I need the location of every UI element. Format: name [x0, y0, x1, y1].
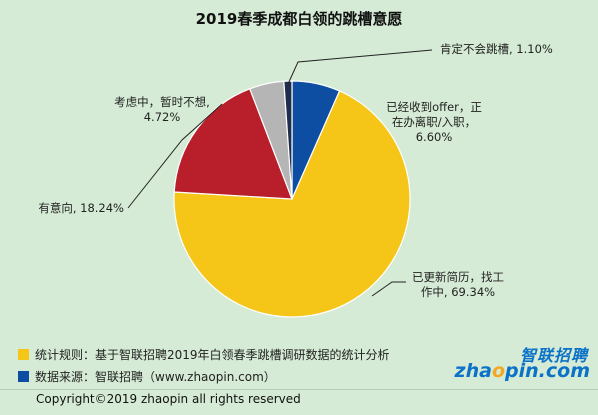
note-rule: 统计规则：基于智联招聘2019年白领春季跳槽调研数据的统计分析 [18, 343, 390, 365]
leader-never [287, 49, 433, 85]
note-source-text: 数据来源：智联招聘（www.zhaopin.com） [35, 369, 276, 384]
label-offer-line2: 在办离职/入职， [392, 115, 476, 129]
label-intent: 有意向, 18.24% [38, 201, 124, 215]
note-rule-text: 统计规则：基于智联招聘2019年白领春季跳槽调研数据的统计分析 [35, 347, 390, 362]
label-considering-line1: 考虑中，暂时不想, [114, 95, 210, 109]
copyright: Copyright©2019 zhaopin all rights reserv… [36, 392, 301, 406]
logo-cn-text: 智联招聘 [519, 346, 588, 365]
zhaopin-logo: 智联招聘 zhaopin.com [455, 340, 592, 384]
chart-title: 2019春季成都白领的跳槽意愿 [196, 10, 403, 28]
note-rule-marker [18, 348, 29, 360]
footer-divider [0, 389, 598, 390]
pie-slices [173, 80, 411, 318]
logo-en-part-o: o [491, 360, 506, 382]
pie-chart: 2019春季成都白领的跳槽意愿 肯定不会跳槽, 1.10% 已经收到offer，… [38, 10, 553, 318]
logo-en-text: zhaopin.com [455, 360, 590, 382]
label-jobsearch-line1: 已更新简历，找工 [412, 270, 504, 284]
note-source: 数据来源：智联招聘（www.zhaopin.com） [18, 365, 390, 387]
label-jobsearch-line2: 作中, 69.34% [421, 285, 495, 299]
label-never: 肯定不会跳槽, 1.10% [440, 42, 553, 56]
logo-en-part-b: pin.com [505, 360, 590, 382]
logo-en-part-a: zha [454, 360, 492, 382]
leader-jobsearch [371, 281, 406, 297]
note-source-marker [18, 370, 29, 382]
leader-intent [127, 103, 223, 209]
label-considering-line2: 4.72% [144, 110, 181, 124]
label-offer-line3: 6.60% [416, 130, 453, 144]
label-offer-line1: 已经收到offer，正 [386, 100, 482, 114]
pie-slice-never [283, 80, 293, 200]
notes: 统计规则：基于智联招聘2019年白领春季跳槽调研数据的统计分析 数据来源：智联招… [18, 343, 390, 387]
pie-slice-jobsearch [173, 90, 411, 318]
pie-slice-intent [173, 88, 293, 200]
